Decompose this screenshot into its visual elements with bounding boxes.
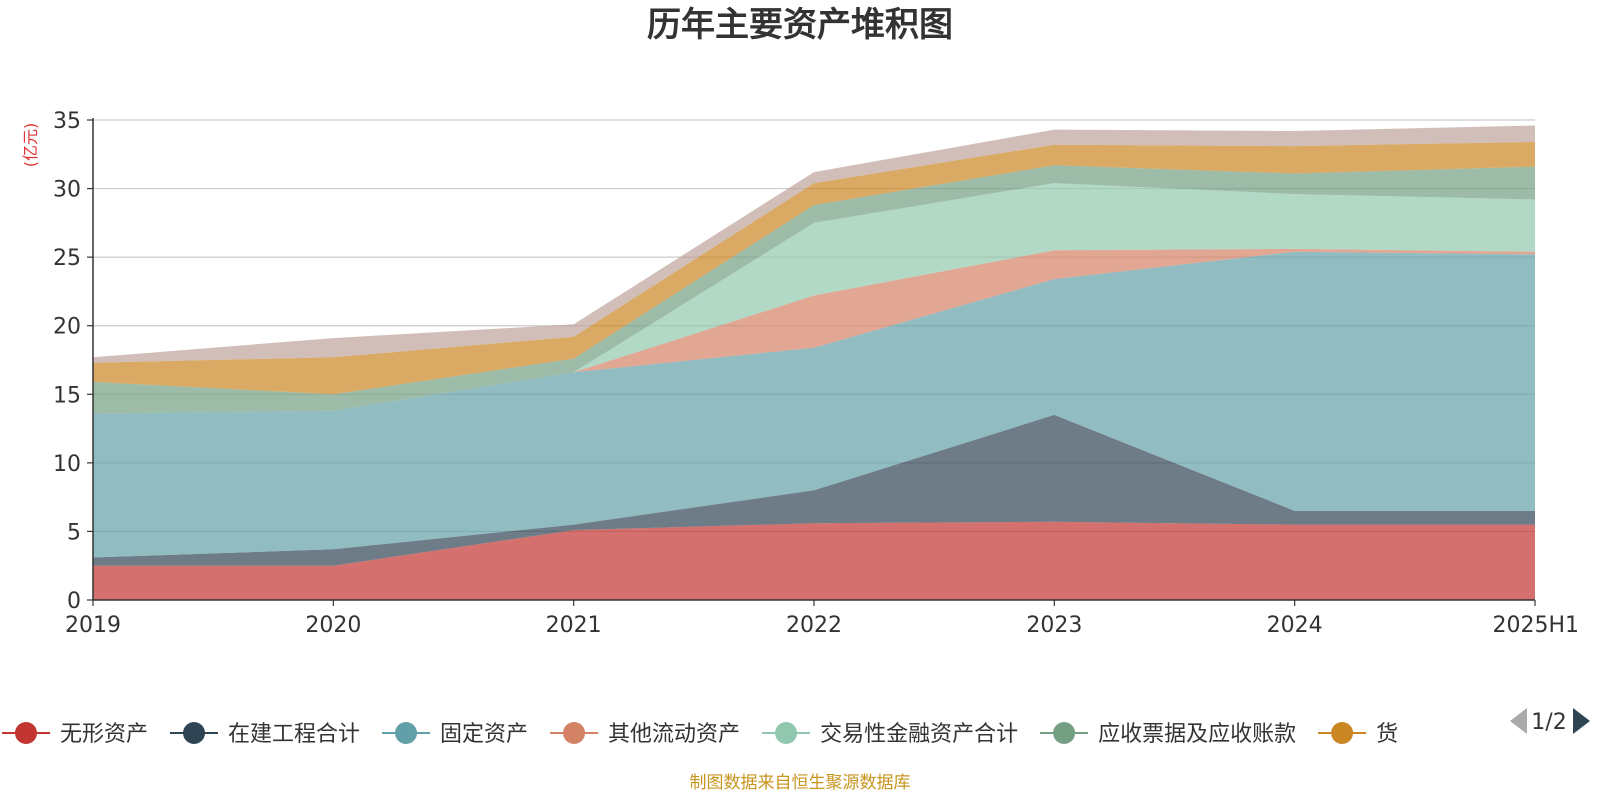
legend-label: 在建工程合计 (228, 722, 360, 747)
legend: 无形资产 在建工程合计 固定资产 其他流动资产 交易性金融资产合计 应收票据及应收账款 货 (2, 722, 1398, 747)
legend-item[interactable]: 在建工程合计 (170, 722, 360, 747)
x-tick-label: 2025H1 (1492, 613, 1579, 638)
legend-item[interactable]: 货 (1318, 722, 1398, 747)
y-tick-label: 5 (67, 520, 81, 545)
y-tick-label: 25 (53, 246, 81, 271)
legend-pager: 1/2 (1510, 708, 1590, 735)
legend-marker-icon (183, 722, 206, 744)
legend-marker-icon (563, 722, 586, 744)
next-page-icon[interactable] (1573, 708, 1590, 734)
legend-label: 应收票据及应收账款 (1098, 722, 1296, 747)
y-axis-unit: (亿元) (21, 123, 40, 168)
legend-item[interactable]: 应收票据及应收账款 (1040, 722, 1296, 747)
x-tick-label: 2021 (546, 613, 602, 638)
legend-marker-icon (1053, 722, 1076, 744)
y-tick-label: 10 (53, 452, 81, 477)
chart-title: 历年主要资产堆积图 (647, 5, 953, 45)
legend-label: 货 (1376, 722, 1398, 747)
y-tick-label: 20 (53, 315, 81, 340)
legend-page-indicator: 1/2 (1531, 710, 1566, 735)
y-tick-label: 0 (67, 589, 81, 614)
legend-label: 无形资产 (60, 722, 148, 747)
area-series-4 (93, 183, 1535, 414)
stacked-areas (93, 125, 1535, 600)
prev-page-icon[interactable] (1510, 708, 1527, 734)
x-tick-label: 2022 (786, 613, 842, 638)
legend-marker-icon (15, 722, 37, 744)
source-note: 制图数据来自恒生聚源数据库 (690, 773, 911, 793)
x-tick-label: 2024 (1267, 613, 1323, 638)
legend-item[interactable]: 无形资产 (2, 722, 148, 747)
area-series-7 (93, 125, 1535, 363)
axes: 0 5 10 15 20 25 30 35 2019 2020 2021 2022 2023 2024 20… (53, 109, 1579, 638)
legend-label: 固定资产 (440, 722, 528, 747)
area-series-6 (93, 141, 1535, 395)
x-tick-label: 2020 (305, 613, 361, 638)
legend-marker-icon (775, 722, 798, 744)
y-tick-label: 15 (53, 383, 81, 408)
area-series-0 (93, 521, 1535, 600)
legend-item[interactable]: 固定资产 (382, 722, 528, 747)
legend-label: 交易性金融资产合计 (820, 722, 1018, 747)
area-series-5 (93, 165, 1535, 414)
x-tick-label: 2023 (1026, 613, 1082, 638)
area-series-2 (93, 251, 1535, 558)
area-series-3 (93, 248, 1535, 414)
y-tick-label: 35 (53, 109, 81, 134)
y-tick-label: 30 (53, 178, 81, 203)
legend-marker-icon (395, 722, 418, 744)
legend-label: 其他流动资产 (608, 722, 740, 747)
legend-item[interactable]: 其他流动资产 (550, 722, 740, 747)
legend-item[interactable]: 交易性金融资产合计 (762, 722, 1018, 747)
x-tick-label: 2019 (65, 613, 121, 638)
legend-marker-icon (1331, 722, 1354, 744)
